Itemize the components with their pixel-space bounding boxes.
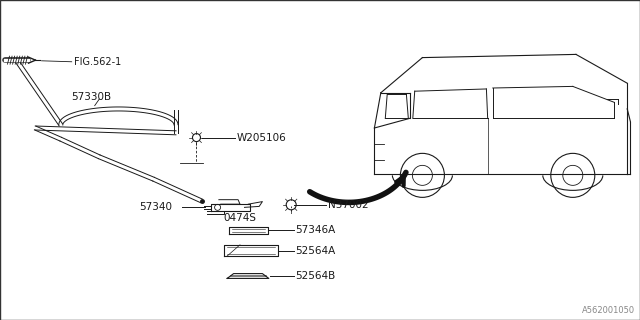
Text: N37002: N37002 — [328, 200, 368, 210]
Text: W205106: W205106 — [236, 132, 286, 143]
Text: 52564B: 52564B — [296, 271, 336, 281]
Text: 57340: 57340 — [140, 202, 173, 212]
Text: 52564A: 52564A — [296, 245, 336, 256]
Text: A562001050: A562001050 — [582, 306, 635, 315]
Text: 57330B: 57330B — [71, 92, 111, 102]
Text: 57346A: 57346A — [296, 225, 336, 236]
Text: 0474S: 0474S — [223, 212, 257, 223]
Text: FIG.562-1: FIG.562-1 — [74, 57, 121, 68]
